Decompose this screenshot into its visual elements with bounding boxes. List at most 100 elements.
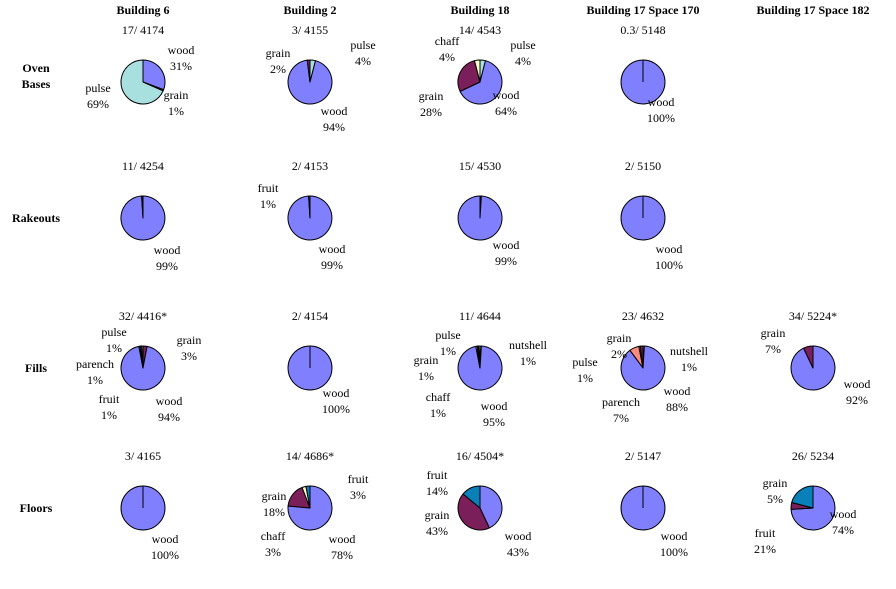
- slice-value-grain: 43%: [426, 524, 448, 538]
- pie-slice-pulse: [120, 59, 164, 105]
- slice-label-wood: wood: [664, 384, 691, 398]
- pie-title: 14/ 4686*: [286, 449, 334, 463]
- slice-value-grain: 1%: [418, 369, 434, 383]
- slice-value-grain: 2%: [270, 62, 286, 76]
- slice-value-parench: 1%: [87, 373, 103, 387]
- slice-label-grain: grain: [177, 333, 202, 347]
- slice-value-wood: 99%: [156, 259, 178, 273]
- column-header-building-18: Building 18: [450, 3, 509, 17]
- row-header-rakeouts: Rakeouts: [12, 211, 60, 225]
- slice-value-fruit: 21%: [754, 542, 776, 556]
- slice-label-chaff: chaff: [435, 34, 459, 48]
- slice-label-fruit: fruit: [99, 392, 120, 406]
- pie-slice-wood: [142, 59, 166, 91]
- slice-value-wood: 100%: [151, 548, 179, 562]
- pie-title: 32/ 4416*: [119, 309, 167, 323]
- pie-title: 11/ 4254: [122, 159, 164, 173]
- pie-oven-bases-building-6: 17/ 4174 wood 31% grain 1% pulse 69%: [85, 23, 194, 118]
- slice-label-pulse: pulse: [101, 325, 126, 339]
- slice-label-parench: parench: [76, 357, 114, 371]
- pie-title: 11/ 4644: [459, 309, 501, 323]
- slice-label-wood: wood: [493, 88, 520, 102]
- pie-slice-chaff: [474, 59, 481, 83]
- slice-value-grain: 2%: [611, 347, 627, 361]
- slice-value-wood: 100%: [322, 402, 350, 416]
- slice-value-wood: 31%: [170, 59, 192, 73]
- pie-floors-building-6: 3/ 4165 wood 100%: [120, 449, 179, 562]
- pie-rakeouts-building-2: 2/ 4153 wood 99% fruit 1%: [258, 159, 346, 272]
- slice-label-grain: grain: [414, 353, 439, 367]
- pie-fills-building-17-space-182: 34/ 5224* wood 92% grain 7%: [761, 309, 871, 407]
- slice-value-wood: 92%: [846, 393, 868, 407]
- slice-value-pulse: 69%: [87, 97, 109, 111]
- slice-label-wood: wood: [323, 386, 350, 400]
- pie-fills-building-17-space-170: 23/ 4632 nutshell 1% wood 88% parench 7% pulse 1…: [572, 309, 708, 425]
- slice-label-chaff: chaff: [261, 529, 285, 543]
- slice-label-wood: wood: [168, 43, 195, 57]
- slice-label-pulse: pulse: [435, 328, 460, 342]
- slice-value-wood: 43%: [507, 545, 529, 559]
- slice-value-wood: 94%: [323, 120, 345, 134]
- slice-value-fruit: 14%: [426, 484, 448, 498]
- slice-label-nutshell: nutshell: [670, 344, 709, 358]
- pie-title: 17/ 4174: [122, 23, 164, 37]
- slice-value-pulse: 1%: [577, 371, 593, 385]
- column-header-building-17-space-182: Building 17 Space 182: [756, 3, 869, 17]
- slice-value-wood: 100%: [647, 111, 675, 125]
- slice-value-nutshell: 1%: [520, 354, 536, 368]
- pie-floors-building-17-space-170: 2/ 5147 wood 100%: [620, 449, 688, 559]
- slice-label-wood: wood: [505, 529, 532, 543]
- pie-title: 2/ 5147: [625, 449, 661, 463]
- slice-value-wood: 99%: [321, 258, 343, 272]
- slice-label-grain: grain: [763, 476, 788, 490]
- slice-label-parench: parench: [602, 395, 640, 409]
- pie-oven-bases-building-2: 3/ 4155 pulse 4% wood 94% grain 2%: [266, 23, 376, 134]
- slice-label-fruit: fruit: [755, 526, 776, 540]
- row-header-oven-bases-line2: Bases: [22, 77, 51, 91]
- slice-value-chaff: 3%: [265, 545, 281, 559]
- slice-label-fruit: fruit: [348, 472, 369, 486]
- slice-value-fruit: 1%: [101, 408, 117, 422]
- pie-title: 2/ 4153: [292, 159, 328, 173]
- slice-value-wood: 94%: [158, 410, 180, 424]
- slice-label-wood: wood: [156, 394, 183, 408]
- slice-value-nutshell: 1%: [681, 360, 697, 374]
- slice-label-grain: grain: [419, 89, 444, 103]
- slice-value-grain: 18%: [263, 505, 285, 519]
- slice-value-grain: 3%: [181, 349, 197, 363]
- pie-slice-wood: [457, 195, 503, 241]
- slice-label-fruit: fruit: [427, 468, 448, 482]
- pie-title: 2/ 5150: [625, 159, 661, 173]
- pie-slice-grain: [457, 60, 481, 92]
- slice-label-wood: wood: [481, 399, 508, 413]
- slice-label-wood: wood: [648, 95, 675, 109]
- pie-oven-bases-building-18: 14/ 4543 pulse 4% wood 64% grain 28% chaff 4%: [419, 23, 536, 119]
- slice-label-nutshell: nutshell: [509, 338, 548, 352]
- slice-value-pulse: 1%: [440, 344, 456, 358]
- pie-slice-grain: [306, 59, 311, 83]
- pie-slice-grain: [457, 493, 490, 531]
- pie-fills-building-18: 11/ 4644nutshell1%wood95%chaff1%grain1%p…: [414, 309, 548, 429]
- slice-value-pulse: 4%: [355, 54, 371, 68]
- pie-floors-building-17-space-182: 26/ 5234 wood 74% grain 5% fruit 21%: [754, 449, 856, 556]
- column-header-building-17-space-170: Building 17 Space 170: [586, 3, 699, 17]
- slice-label-pulse: pulse: [350, 38, 375, 52]
- slice-label-chaff: chaff: [426, 390, 450, 404]
- pie-floors-building-2: 14/ 4686* wood 78% grain 18% chaff 3% fruit 3%: [261, 449, 369, 562]
- slice-label-wood: wood: [656, 242, 683, 256]
- row-header-oven-bases-line1: Oven: [22, 61, 50, 75]
- slice-label-wood: wood: [319, 242, 346, 256]
- slice-value-fruit: 1%: [260, 197, 276, 211]
- pie-slice-pulse: [478, 345, 481, 369]
- slice-value-fruit: 3%: [350, 488, 366, 502]
- pie-slice-pulse: [141, 345, 144, 369]
- slice-value-wood: 100%: [655, 258, 683, 272]
- pie-title: 2/ 4154: [292, 309, 328, 323]
- pie-title: 23/ 4632: [622, 309, 664, 323]
- pie-title: 3/ 4155: [292, 23, 328, 37]
- pie-title: 26/ 5234: [792, 449, 834, 463]
- pie-slice-wood: [459, 60, 503, 105]
- pie-title: 3/ 4165: [125, 449, 161, 463]
- pie-floors-building-18: 16/ 4504* wood 43% grain 43% fruit 14%: [425, 449, 532, 559]
